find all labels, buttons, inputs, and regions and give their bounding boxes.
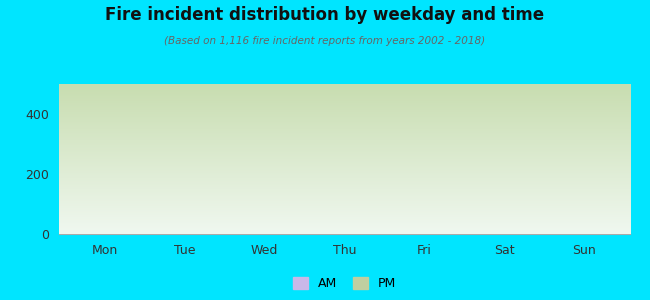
Text: City-Data.com: City-Data.com <box>540 92 614 101</box>
Bar <box>164 171 205 198</box>
Bar <box>404 168 445 188</box>
Bar <box>84 195 125 204</box>
Bar <box>324 207 365 234</box>
Bar <box>84 204 125 234</box>
Bar <box>244 192 285 202</box>
Bar <box>564 189 605 206</box>
Bar <box>164 198 205 234</box>
Bar <box>324 195 365 207</box>
Text: Fire incident distribution by weekday and time: Fire incident distribution by weekday an… <box>105 6 545 24</box>
Bar <box>244 202 285 234</box>
Bar <box>404 188 445 234</box>
Bar <box>484 195 525 210</box>
Bar <box>484 210 525 234</box>
Bar <box>564 206 605 234</box>
Legend: AM, PM: AM, PM <box>288 272 401 295</box>
Text: (Based on 1,116 fire incident reports from years 2002 - 2018): (Based on 1,116 fire incident reports fr… <box>164 36 486 46</box>
